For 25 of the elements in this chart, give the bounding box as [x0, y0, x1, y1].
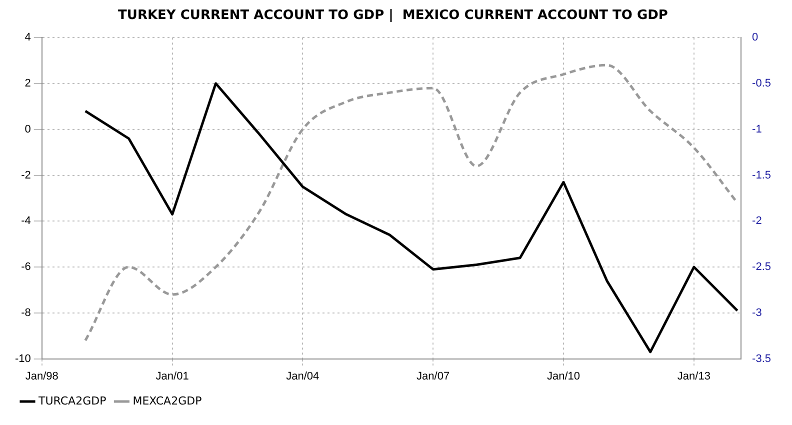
y-tick-label: 0	[24, 123, 31, 136]
x-tick-label: Jan/04	[286, 370, 320, 382]
x-tick-label: Jan/10	[546, 370, 580, 382]
x-tick-label: Jan/01	[156, 370, 189, 382]
y-tick-label: 4	[24, 32, 31, 44]
y-tick-label: -10	[14, 352, 31, 365]
x-tick-label: Jan/13	[677, 370, 710, 382]
x-tick-label: Jan/98	[25, 370, 58, 382]
y2-tick-label: 0	[752, 32, 758, 44]
y-tick-label: -2	[21, 169, 31, 182]
chart-title: TURKEY CURRENT ACCOUNT TO GDP | MEXICO CURRENT ACCOUNT TO GDP	[118, 8, 668, 24]
y-tick-label: -4	[21, 215, 31, 228]
legend-label: TURCA2GDP	[38, 394, 107, 408]
y2-tick-label: -2	[752, 215, 762, 228]
y2-tick-label: -1.5	[752, 169, 772, 182]
y2-tick-label: -3.5	[752, 352, 772, 365]
y-tick-label: -8	[21, 306, 31, 319]
y2-tick-label: -0.5	[752, 78, 772, 90]
y2-tick-label: -2.5	[752, 261, 772, 274]
legend-label: MEXCA2GDP	[132, 394, 202, 408]
y-tick-label: 2	[24, 78, 31, 90]
x-tick-label: Jan/07	[416, 370, 450, 382]
y2-tick-label: -1	[752, 123, 762, 136]
y-tick-label: -6	[21, 261, 31, 274]
y2-tick-label: -3	[752, 306, 762, 319]
